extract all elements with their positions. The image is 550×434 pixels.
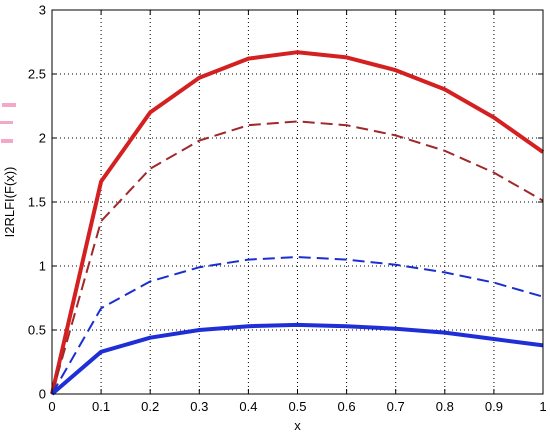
y-tick-label: 0.5 xyxy=(28,323,46,338)
axis-ticks: 0 0.1 0.2 0.3 0.4 0.5 0.6 0.7 0.8 0.9 1 0 0.5 1 1.5 2 2.… xyxy=(28,3,547,415)
x-tick-label: 0.6 xyxy=(338,399,356,414)
x-axis-title: x xyxy=(294,418,301,433)
y-tick-label: 3 xyxy=(39,3,46,18)
y-tick-label: 1.5 xyxy=(28,195,46,210)
x-tick-label: 0.2 xyxy=(141,399,159,414)
series-line xyxy=(51,120,544,395)
x-tick-label: 0.8 xyxy=(436,399,454,414)
series-line xyxy=(51,256,544,395)
series-line xyxy=(50,322,544,396)
x-tick-label: 0.3 xyxy=(190,399,208,414)
x-tick-label: 0.5 xyxy=(288,399,306,414)
series-group xyxy=(50,50,545,396)
image-artifact xyxy=(0,121,13,124)
y-tick-label: 1 xyxy=(39,259,46,274)
series-line xyxy=(50,50,545,395)
x-tick-label: 0.1 xyxy=(92,399,110,414)
x-tick-label: 0.7 xyxy=(387,399,405,414)
y-tick-label: 2 xyxy=(39,131,46,146)
x-tick-label: 0.9 xyxy=(485,399,503,414)
x-tick-label: 1 xyxy=(539,399,546,414)
x-tick-label: 0 xyxy=(48,399,55,414)
image-artifact xyxy=(1,139,13,143)
y-axis-title: I2RLFI(F(x)) xyxy=(2,167,17,238)
y-tick-label: 0 xyxy=(39,387,46,402)
x-tick-label: 0.4 xyxy=(239,399,257,414)
image-artifact xyxy=(2,103,16,107)
y-tick-label: 2.5 xyxy=(28,67,46,82)
